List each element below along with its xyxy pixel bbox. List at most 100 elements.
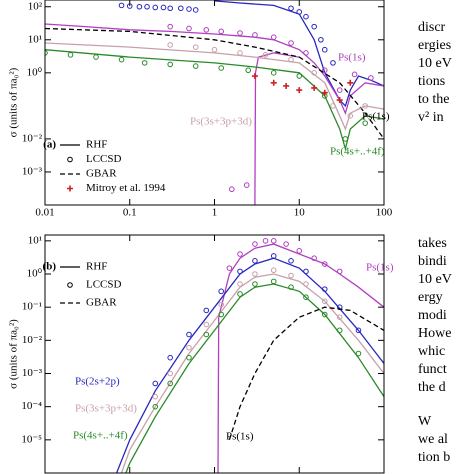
- data-point: [152, 393, 159, 400]
- data-point: [136, 3, 143, 10]
- body-text: ergy: [418, 290, 443, 305]
- data-point: [203, 331, 210, 338]
- body-text: whic: [418, 344, 445, 359]
- data-point: [252, 258, 258, 264]
- data-point: [186, 25, 192, 32]
- data-point: [288, 5, 294, 12]
- data-point: [167, 5, 173, 12]
- data-point: [167, 23, 173, 30]
- data-point: [296, 73, 303, 79]
- legend-label: LCCSD: [86, 279, 122, 291]
- data-point: [336, 327, 343, 334]
- data-point: [311, 23, 317, 30]
- data-point: [245, 67, 252, 74]
- data-point: [347, 79, 354, 86]
- data-point: [336, 87, 343, 93]
- data-point: [321, 286, 328, 292]
- body-text: modi: [418, 308, 447, 323]
- body-text: the d: [418, 380, 446, 395]
- body-text: Howe: [418, 326, 451, 341]
- data-point: [177, 5, 184, 12]
- data-point: [243, 182, 250, 188]
- data-point: [311, 84, 318, 91]
- data-point: [296, 248, 303, 254]
- data-point: [160, 4, 167, 11]
- legend-symbol: [67, 156, 73, 163]
- data-point: [192, 7, 199, 13]
- data-point: [252, 281, 258, 287]
- annotation: Ps(1s): [362, 111, 390, 123]
- y-axis-label: σ (units of πa₀²): [8, 319, 20, 389]
- data-point: [186, 6, 192, 12]
- data-point: [237, 50, 243, 56]
- data-point: [167, 354, 173, 361]
- legend-symbol: [67, 282, 73, 288]
- body-text: W: [418, 414, 432, 429]
- y-tick-label: 10⁻⁵: [21, 433, 42, 445]
- annotation: Ps(3s+3p+3d): [190, 116, 252, 128]
- data-point: [270, 253, 277, 259]
- y-tick-label: 10⁻³: [22, 367, 43, 379]
- data-point: [118, 2, 125, 9]
- body-text: tions: [418, 74, 445, 89]
- annotation: Ps(1s): [338, 52, 366, 64]
- data-point: [203, 27, 210, 33]
- data-point: [152, 4, 159, 11]
- body-text: 10 eV: [418, 272, 452, 287]
- data-point: [252, 271, 258, 277]
- y-tick-label: 10¹: [28, 234, 42, 246]
- data-point: [67, 52, 74, 58]
- data-point: [303, 50, 309, 56]
- data-point: [270, 34, 277, 40]
- y-tick-label: 10⁻¹: [22, 301, 42, 313]
- annotation: Ps(1s): [366, 262, 394, 274]
- annotation: Ps(4s+..+4f): [330, 146, 385, 158]
- body-text: 10 eV: [418, 56, 452, 71]
- data-point: [288, 258, 294, 264]
- data-point: [211, 46, 218, 53]
- data-point: [321, 311, 328, 318]
- y-axis-label: σ (units of πa₀²): [8, 67, 20, 137]
- data-point: [237, 281, 243, 287]
- body-text: discr: [418, 20, 446, 35]
- data-point: [218, 28, 225, 35]
- data-point: [342, 136, 349, 142]
- data-point: [167, 370, 173, 377]
- data-point: [355, 327, 362, 334]
- data-point: [218, 301, 225, 308]
- data-point: [228, 186, 235, 193]
- data-point: [118, 56, 125, 63]
- body-text: bindi: [418, 254, 447, 269]
- body-text: funct: [418, 362, 447, 377]
- y-tick-label: 10¹: [28, 33, 42, 45]
- body-text: tion b: [418, 450, 450, 465]
- data-point: [330, 60, 336, 66]
- data-point: [226, 265, 233, 271]
- x-tick-label: 1: [212, 207, 218, 219]
- data-point: [218, 65, 225, 71]
- annotation: Ps(1s): [226, 431, 254, 443]
- body-text: ergies: [418, 38, 451, 53]
- data-point: [330, 103, 336, 109]
- data-point: [288, 284, 294, 291]
- data-point: [237, 291, 243, 297]
- data-point: [203, 307, 210, 314]
- data-point: [152, 403, 159, 410]
- data-point: [237, 251, 243, 257]
- data-point: [321, 67, 328, 74]
- data-point: [192, 44, 199, 50]
- data-point: [347, 113, 354, 119]
- annotation: Ps(2s+2p): [75, 376, 120, 388]
- data-point: [141, 60, 148, 66]
- series-line: [45, 49, 384, 152]
- data-point: [152, 380, 159, 387]
- series-line: [45, 42, 384, 131]
- data-point: [311, 255, 317, 261]
- x-tick-label: 0.01: [35, 207, 54, 219]
- y-tick-label: 10⁰: [27, 268, 43, 280]
- data-point: [262, 238, 269, 244]
- series-line: [228, 306, 384, 440]
- panel-label: (b): [43, 261, 57, 273]
- y-tick-label: 10⁻³: [22, 165, 43, 177]
